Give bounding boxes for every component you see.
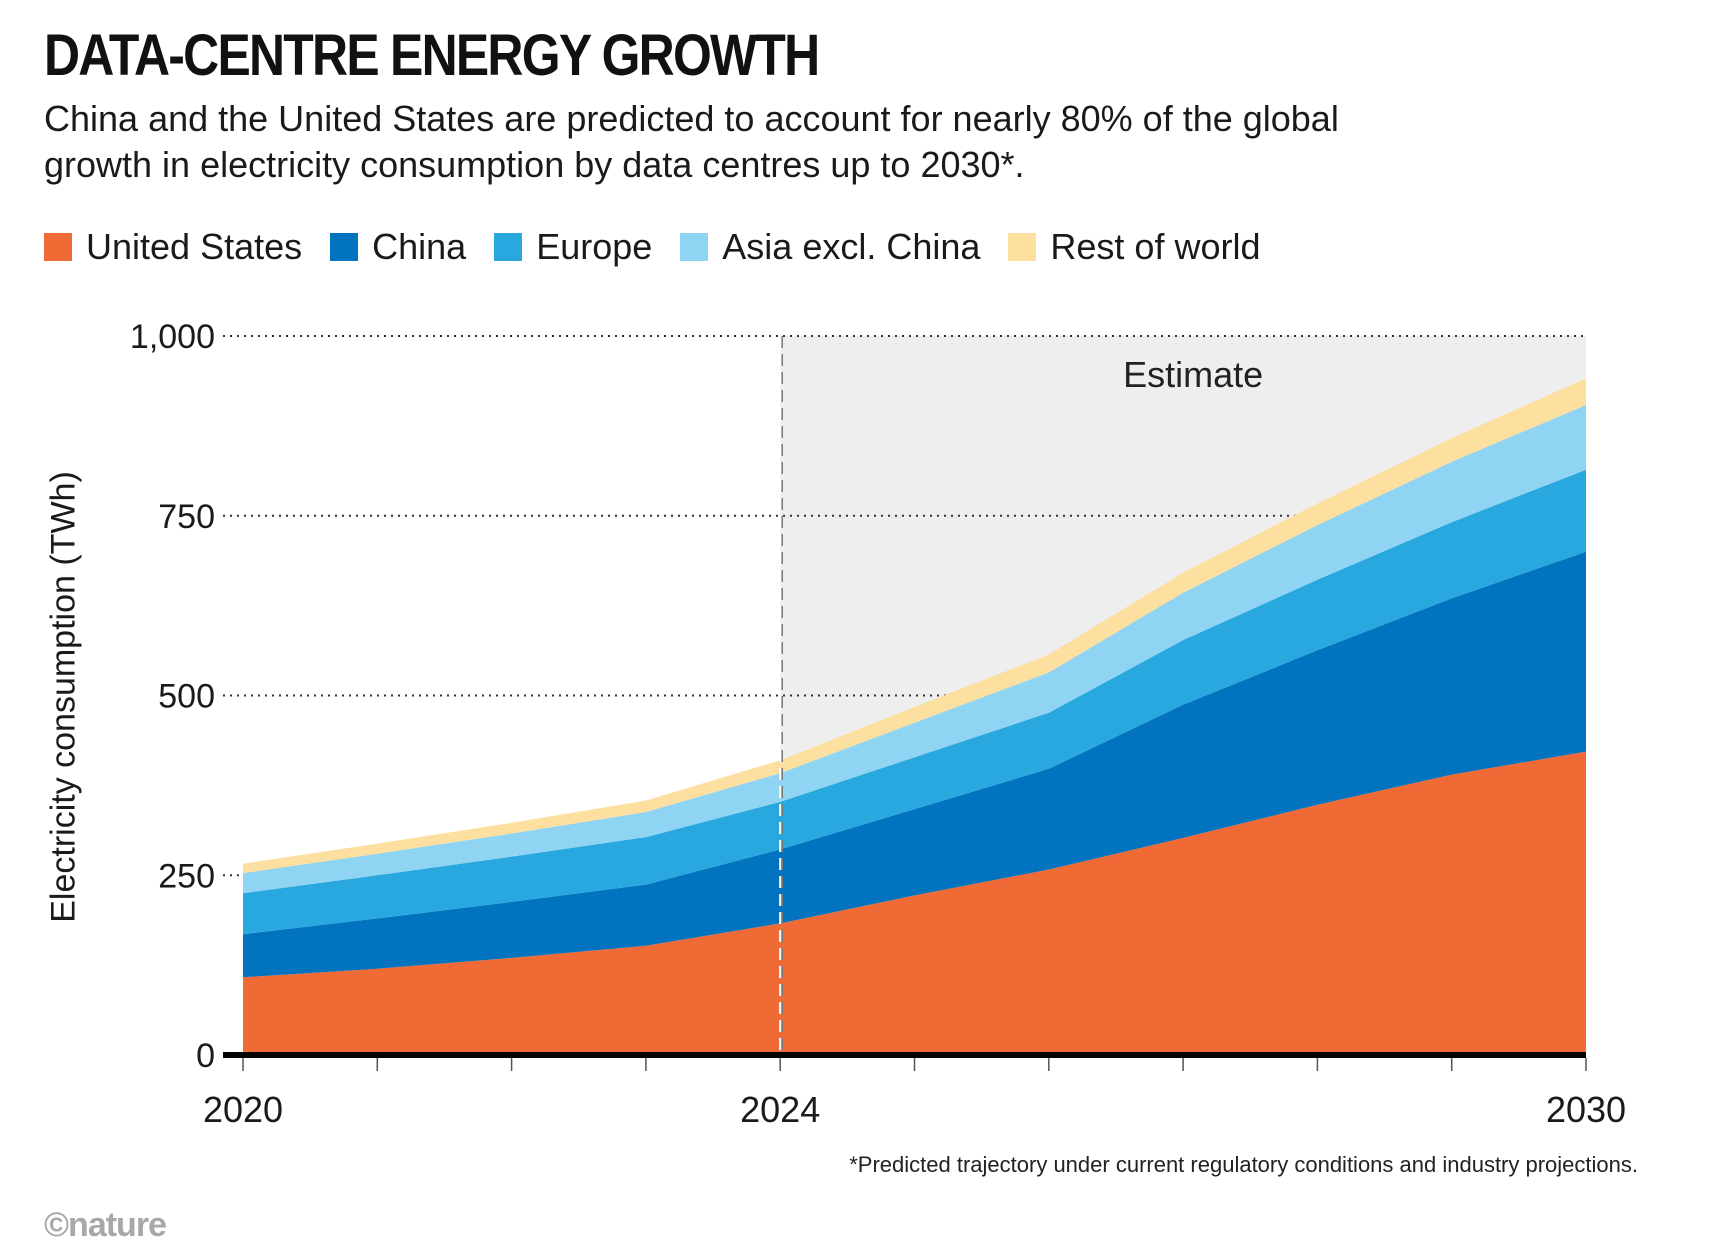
legend-label: Rest of world [1050,226,1261,267]
y-tick-label: 500 [158,678,215,716]
y-tick-label: 0 [196,1037,215,1075]
legend-swatch [680,233,709,261]
legend-swatch [494,233,523,261]
area-china [243,551,1586,978]
area-united-states [243,751,1586,1055]
estimate-label: Estimate [1123,354,1263,395]
legend-swatch [330,233,359,261]
chart-subtitle: China and the United States are predicte… [44,98,1339,185]
legend-label: United States [86,226,303,267]
legend-label: China [372,226,467,267]
legend-item-united-states: United States [44,226,302,268]
legend-label: Europe [536,226,653,267]
legend-item-rest-of-world: Rest of world [1008,226,1260,268]
x-tick-label: 2030 [1546,1089,1626,1130]
legend-item-asia-excl-china: Asia excl. China [680,226,980,268]
x-tick-label: 2024 [740,1089,820,1130]
legend-label: Asia excl. China [722,226,981,267]
legend-swatch [1008,233,1037,261]
chart-title: DATA-CENTRE ENERGY GROWTH [44,23,820,88]
nature-logo: ©nature [44,1206,167,1244]
legend: United States China Europe Asia excl. Ch… [44,226,1288,268]
area-europe [243,469,1586,935]
y-tick-label: 750 [158,498,215,536]
footnote: *Predicted trajectory under current regu… [849,1152,1638,1177]
legend-item-china: China [330,226,466,268]
x-tick-label: 2020 [203,1089,283,1130]
legend-swatch [44,233,72,261]
legend-item-europe: Europe [494,226,652,268]
y-tick-label: 250 [158,857,215,895]
y-tick-label: 1,000 [130,318,215,356]
